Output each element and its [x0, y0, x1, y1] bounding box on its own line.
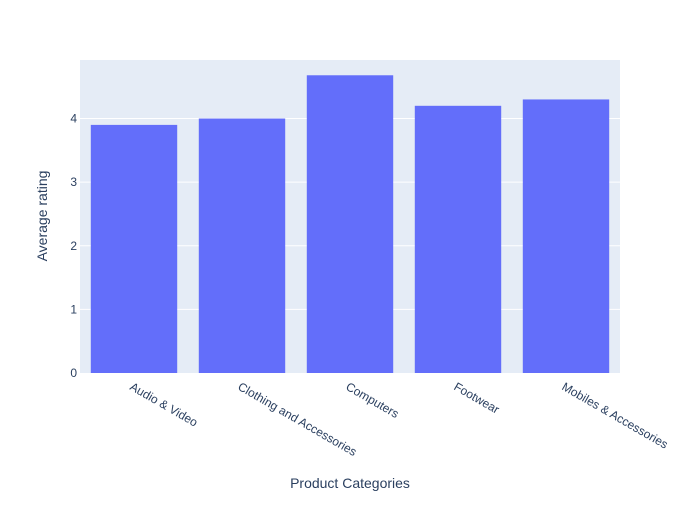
y-tick-label: 0 [70, 366, 77, 380]
y-tick-label: 4 [70, 112, 77, 126]
bar[interactable] [198, 118, 286, 373]
bars [90, 75, 610, 374]
x-tick-label: Mobiles & Accessories [560, 379, 671, 451]
x-tick-label: Footwear [452, 379, 502, 416]
x-axis-title: Product Categories [290, 475, 410, 491]
y-axis-ticks: 0 1 2 3 4 [70, 112, 77, 380]
x-tick-label: Audio & Video [128, 379, 201, 429]
x-tick-label: Clothing and Accessories [236, 379, 360, 458]
y-axis-title: Average rating [34, 171, 50, 262]
bar[interactable] [90, 124, 178, 373]
y-tick-label: 3 [70, 175, 77, 189]
x-tick-label: Computers [344, 379, 402, 420]
x-axis-ticks: Audio & Video Clothing and AccessoriesCom… [128, 379, 671, 458]
y-tick-label: 1 [70, 302, 77, 316]
y-tick-label: 2 [70, 239, 77, 253]
bar[interactable] [414, 105, 502, 374]
bar[interactable] [522, 99, 610, 374]
bar[interactable] [306, 75, 394, 373]
